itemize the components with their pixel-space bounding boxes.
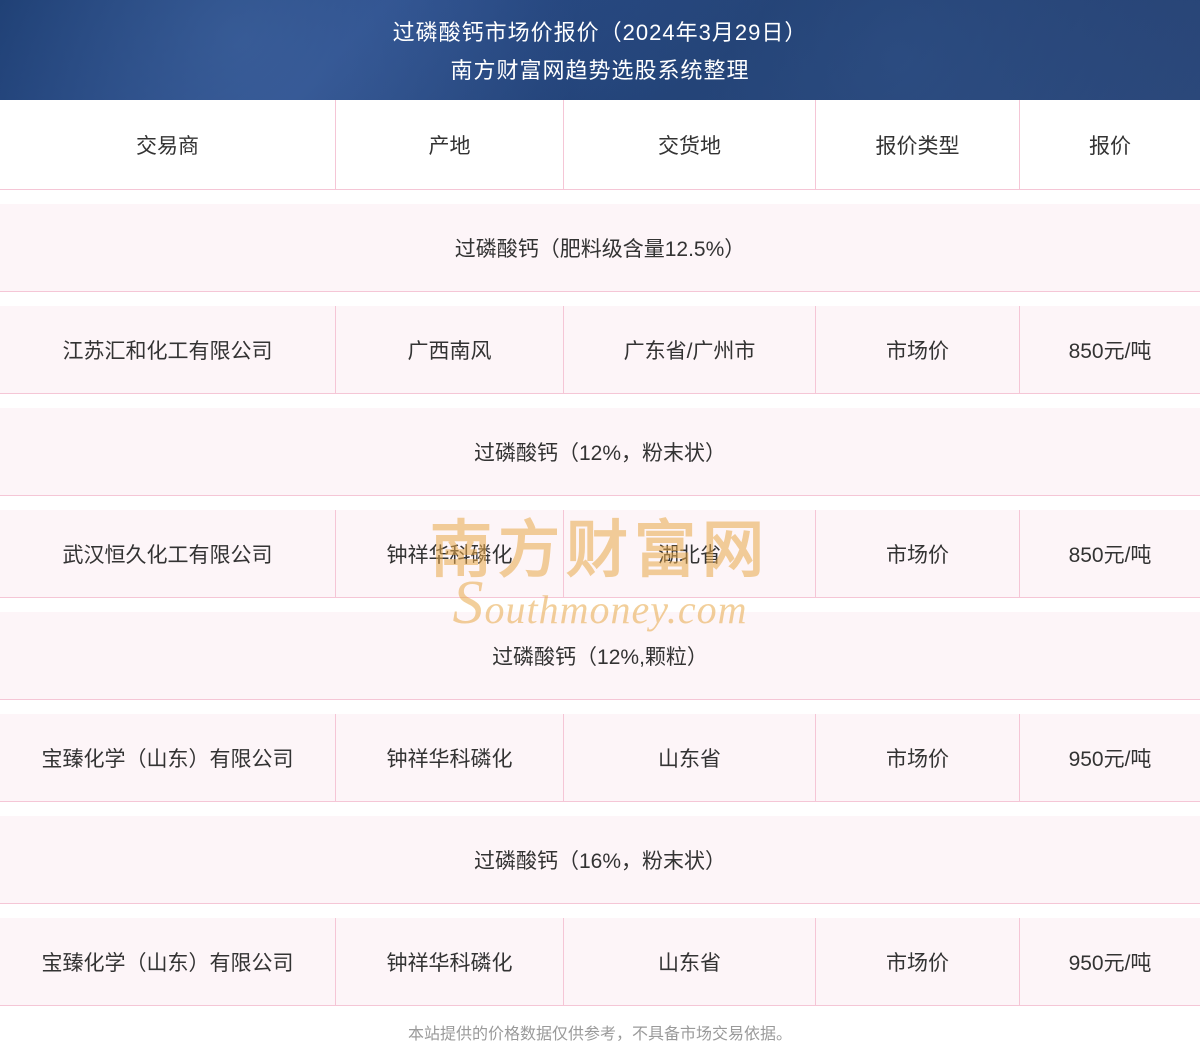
cell-price: 850元/吨 bbox=[1020, 510, 1200, 598]
col-header-type: 报价类型 bbox=[816, 100, 1020, 190]
section-label-row: 过磷酸钙（12%，粉末状） bbox=[0, 408, 1200, 496]
cell-delivery: 山东省 bbox=[564, 918, 816, 1006]
footer-disclaimer: 本站提供的价格数据仅供参考，不具备市场交易依据。 bbox=[0, 1006, 1200, 1044]
cell-origin: 钟祥华科磷化 bbox=[336, 510, 564, 598]
cell-origin: 钟祥华科磷化 bbox=[336, 918, 564, 1006]
page-subtitle: 南方财富网趋势选股系统整理 bbox=[450, 53, 749, 85]
cell-delivery: 广东省/广州市 bbox=[564, 306, 816, 394]
col-header-delivery: 交货地 bbox=[564, 100, 816, 190]
cell-origin: 广西南风 bbox=[336, 306, 564, 394]
cell-type: 市场价 bbox=[816, 714, 1020, 802]
col-header-dealer: 交易商 bbox=[0, 100, 336, 190]
table-header-row: 交易商 产地 交货地 报价类型 报价 bbox=[0, 100, 1200, 190]
page-title: 过磷酸钙市场价报价（2024年3月29日） bbox=[393, 15, 808, 47]
cell-dealer: 宝臻化学（山东）有限公司 bbox=[0, 714, 336, 802]
col-header-price: 报价 bbox=[1020, 100, 1200, 190]
cell-delivery: 山东省 bbox=[564, 714, 816, 802]
cell-type: 市场价 bbox=[816, 306, 1020, 394]
cell-price: 850元/吨 bbox=[1020, 306, 1200, 394]
price-table: 交易商 产地 交货地 报价类型 报价 过磷酸钙（肥料级含量12.5%） 江苏汇和… bbox=[0, 100, 1200, 1006]
table-row: 武汉恒久化工有限公司 钟祥华科磷化 湖北省 市场价 850元/吨 bbox=[0, 510, 1200, 598]
price-table-container: 交易商 产地 交货地 报价类型 报价 过磷酸钙（肥料级含量12.5%） 江苏汇和… bbox=[0, 100, 1200, 1006]
section-label: 过磷酸钙（16%，粉末状） bbox=[0, 816, 1200, 904]
section-label-row: 过磷酸钙（16%，粉末状） bbox=[0, 816, 1200, 904]
section-label-row: 过磷酸钙（12%,颗粒） bbox=[0, 612, 1200, 700]
cell-price: 950元/吨 bbox=[1020, 918, 1200, 1006]
col-header-origin: 产地 bbox=[336, 100, 564, 190]
table-row: 宝臻化学（山东）有限公司 钟祥华科磷化 山东省 市场价 950元/吨 bbox=[0, 918, 1200, 1006]
cell-dealer: 宝臻化学（山东）有限公司 bbox=[0, 918, 336, 1006]
section-label: 过磷酸钙（肥料级含量12.5%） bbox=[0, 204, 1200, 292]
section-label: 过磷酸钙（12%,颗粒） bbox=[0, 612, 1200, 700]
cell-type: 市场价 bbox=[816, 510, 1020, 598]
cell-price: 950元/吨 bbox=[1020, 714, 1200, 802]
header-banner: 过磷酸钙市场价报价（2024年3月29日） 南方财富网趋势选股系统整理 bbox=[0, 0, 1200, 100]
table-row: 江苏汇和化工有限公司 广西南风 广东省/广州市 市场价 850元/吨 bbox=[0, 306, 1200, 394]
cell-delivery: 湖北省 bbox=[564, 510, 816, 598]
cell-dealer: 武汉恒久化工有限公司 bbox=[0, 510, 336, 598]
table-row: 宝臻化学（山东）有限公司 钟祥华科磷化 山东省 市场价 950元/吨 bbox=[0, 714, 1200, 802]
section-label-row: 过磷酸钙（肥料级含量12.5%） bbox=[0, 204, 1200, 292]
section-label: 过磷酸钙（12%，粉末状） bbox=[0, 408, 1200, 496]
cell-origin: 钟祥华科磷化 bbox=[336, 714, 564, 802]
cell-dealer: 江苏汇和化工有限公司 bbox=[0, 306, 336, 394]
cell-type: 市场价 bbox=[816, 918, 1020, 1006]
